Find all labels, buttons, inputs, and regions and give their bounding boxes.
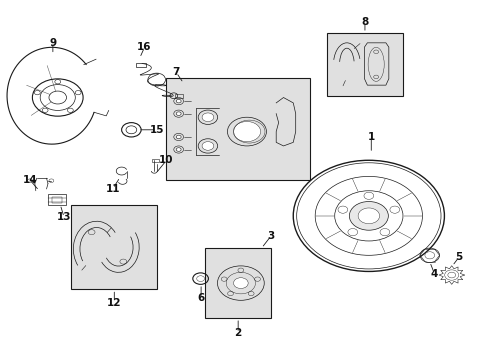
Circle shape xyxy=(202,141,213,150)
Text: 3: 3 xyxy=(267,231,274,240)
Bar xyxy=(152,159,158,162)
Bar xyxy=(52,197,61,203)
Text: 4: 4 xyxy=(430,269,437,279)
Text: 6: 6 xyxy=(197,293,204,303)
Circle shape xyxy=(233,122,260,141)
Circle shape xyxy=(176,99,181,103)
Circle shape xyxy=(176,112,181,116)
Text: 1: 1 xyxy=(367,132,374,142)
Text: 9: 9 xyxy=(49,38,56,48)
Text: 12: 12 xyxy=(107,298,122,308)
Circle shape xyxy=(202,113,213,122)
Circle shape xyxy=(348,202,387,230)
Bar xyxy=(205,248,271,318)
Circle shape xyxy=(337,206,347,213)
Bar xyxy=(166,78,310,180)
Text: 7: 7 xyxy=(172,67,180,77)
Circle shape xyxy=(447,272,455,278)
Text: 10: 10 xyxy=(159,155,173,165)
Text: 13: 13 xyxy=(57,212,71,222)
Circle shape xyxy=(347,229,357,236)
Text: 14: 14 xyxy=(22,175,37,185)
Circle shape xyxy=(176,148,181,151)
Circle shape xyxy=(126,126,137,134)
Text: 15: 15 xyxy=(149,125,163,135)
Text: 2: 2 xyxy=(234,328,241,338)
Circle shape xyxy=(293,160,444,271)
Circle shape xyxy=(357,208,379,224)
Circle shape xyxy=(363,192,373,199)
Circle shape xyxy=(196,276,204,282)
Bar xyxy=(48,194,65,205)
Bar xyxy=(71,205,157,289)
Circle shape xyxy=(424,252,434,259)
Bar xyxy=(175,94,182,98)
Circle shape xyxy=(176,135,181,139)
Circle shape xyxy=(379,229,389,236)
Text: 8: 8 xyxy=(361,17,368,27)
Bar xyxy=(136,63,146,67)
Circle shape xyxy=(49,91,66,104)
Text: 11: 11 xyxy=(105,184,120,194)
Circle shape xyxy=(233,278,247,288)
Text: 5: 5 xyxy=(454,252,462,262)
Bar xyxy=(327,33,402,96)
Circle shape xyxy=(389,206,399,213)
Text: 16: 16 xyxy=(137,42,151,52)
